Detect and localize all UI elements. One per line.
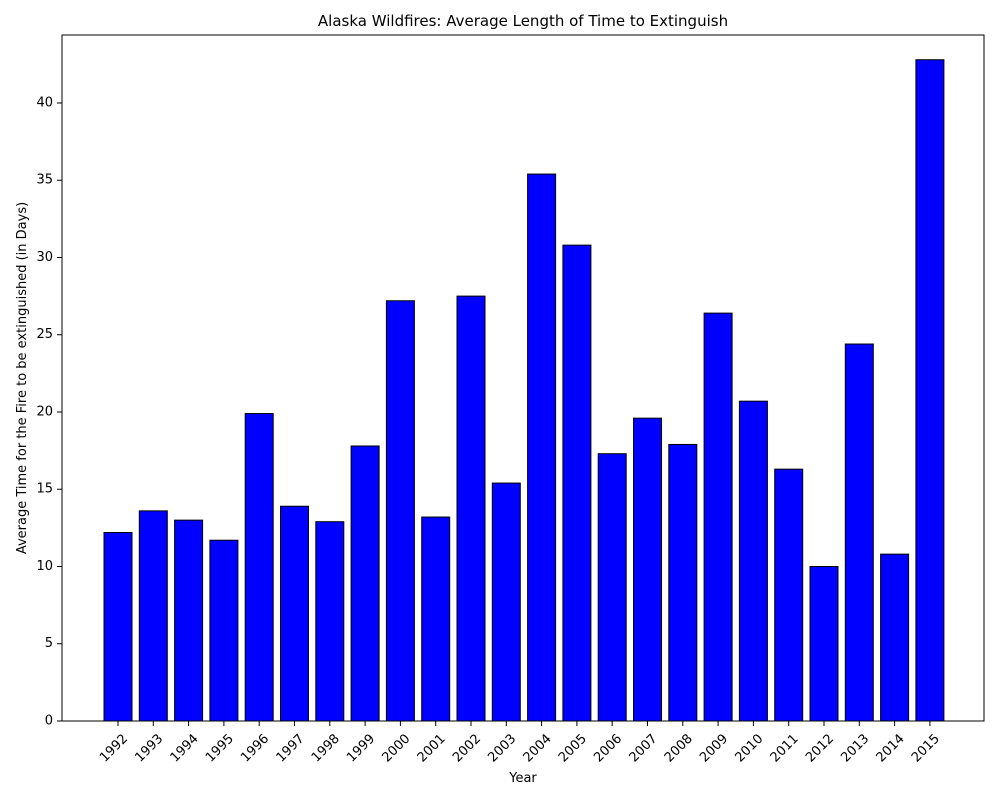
y-tick-label: 5 xyxy=(45,636,53,651)
x-tick-label: 2004 xyxy=(521,731,555,765)
y-tick-label: 40 xyxy=(36,95,53,110)
bar-2000 xyxy=(385,300,415,722)
x-tick-label: 1998 xyxy=(309,731,343,765)
bar-1994 xyxy=(174,519,204,722)
x-tick-label: 2000 xyxy=(379,731,413,765)
y-tick-label: 10 xyxy=(36,559,53,574)
bar-2008 xyxy=(668,443,698,722)
x-tick-label: 2011 xyxy=(768,731,802,765)
x-axis-ticks: 1992 1993 1994 1995 1996 1997 1998 1999 2000 2001… xyxy=(97,721,943,765)
x-tick-label: 2001 xyxy=(415,731,449,765)
bar-1997 xyxy=(280,505,309,722)
bar-2005 xyxy=(562,244,592,722)
y-tick-label: 35 xyxy=(36,173,53,188)
bar-2003 xyxy=(491,482,521,722)
x-tick-label: 1996 xyxy=(238,731,272,765)
x-tick-label: 2003 xyxy=(485,731,519,765)
x-tick-label: 2008 xyxy=(662,731,696,765)
x-tick-label: 2002 xyxy=(450,731,484,765)
bar-1999 xyxy=(350,445,380,722)
bar-2012 xyxy=(809,566,839,722)
bar-2006 xyxy=(597,453,627,722)
bar-2002 xyxy=(456,295,486,722)
x-tick-label: 2013 xyxy=(838,731,872,765)
y-tick-label: 30 xyxy=(36,250,53,265)
x-tick-label: 1997 xyxy=(274,731,308,765)
bar-1998 xyxy=(315,521,345,722)
chart-title: Alaska Wildfires: Average Length of Time… xyxy=(318,12,728,30)
x-tick-label: 2006 xyxy=(591,731,625,765)
bar-2009 xyxy=(703,312,733,722)
bar-2007 xyxy=(633,417,662,722)
x-tick-label: 1993 xyxy=(132,731,166,765)
bar-1996 xyxy=(244,413,274,722)
x-tick-label: 2015 xyxy=(909,731,943,765)
bar-2013 xyxy=(844,343,874,722)
x-tick-label: 2009 xyxy=(697,731,731,765)
y-axis-label: Average Time for the Fire to be extingui… xyxy=(15,202,30,554)
x-tick-label: 2007 xyxy=(627,731,661,765)
bar-2010 xyxy=(738,400,768,722)
x-tick-label: 2005 xyxy=(556,731,590,765)
x-tick-label: 1992 xyxy=(97,731,131,765)
bar-2015 xyxy=(915,59,945,722)
bar-2001 xyxy=(421,516,451,722)
y-tick-label: 25 xyxy=(36,327,53,342)
x-axis-label: Year xyxy=(508,771,537,786)
x-tick-label: 2012 xyxy=(803,731,837,765)
bar-1993 xyxy=(138,510,168,722)
y-tick-label: 0 xyxy=(45,714,53,729)
y-tick-label: 15 xyxy=(36,482,53,497)
x-tick-label: 1999 xyxy=(344,731,378,765)
x-tick-label: 1994 xyxy=(168,731,202,765)
plot-frame xyxy=(61,34,985,722)
bar-2011 xyxy=(774,468,804,722)
bars-group xyxy=(103,59,945,722)
bar-2004 xyxy=(527,173,557,722)
bar-1992 xyxy=(103,532,133,722)
x-tick-label: 2010 xyxy=(732,731,766,765)
x-tick-label: 1995 xyxy=(203,731,237,765)
x-tick-label: 2014 xyxy=(874,731,908,765)
bar-1995 xyxy=(209,539,239,722)
bar-2014 xyxy=(880,553,910,722)
y-axis-ticks: 0 5 10 15 20 25 30 35 40 xyxy=(36,95,62,729)
y-tick-label: 20 xyxy=(36,404,53,419)
